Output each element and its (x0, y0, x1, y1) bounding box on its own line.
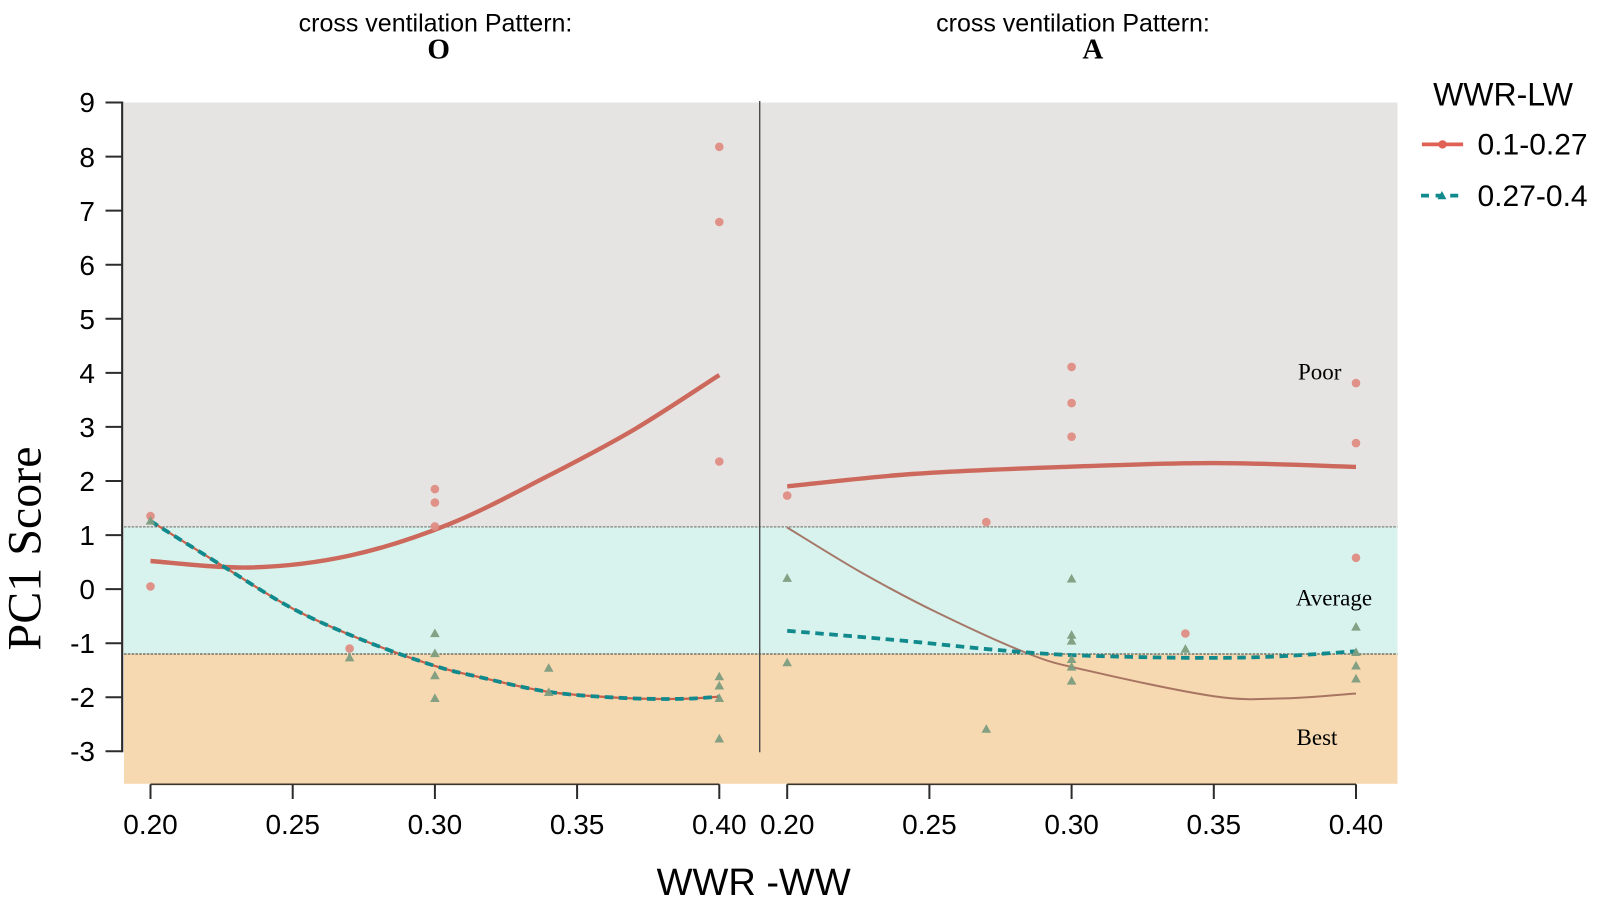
svg-text:0.30: 0.30 (408, 809, 463, 840)
svg-text:0.30: 0.30 (1044, 809, 1099, 840)
svg-text:6: 6 (79, 250, 95, 281)
svg-text:4: 4 (79, 358, 95, 389)
svg-text:PC1 Score: PC1 Score (0, 447, 52, 651)
svg-text:0.25: 0.25 (902, 809, 957, 840)
svg-text:-3: -3 (70, 736, 95, 767)
svg-text:-2: -2 (70, 682, 95, 713)
svg-text:-1: -1 (70, 628, 95, 659)
svg-text:0.27-0.4: 0.27-0.4 (1478, 180, 1588, 213)
svg-text:8: 8 (79, 142, 95, 173)
svg-text:9: 9 (79, 87, 95, 118)
svg-text:0: 0 (79, 574, 95, 605)
svg-text:WWR -WW: WWR -WW (657, 862, 851, 904)
svg-text:O: O (427, 34, 450, 66)
svg-text:0.1-0.27: 0.1-0.27 (1478, 128, 1588, 161)
svg-text:3: 3 (79, 412, 95, 443)
svg-text:1: 1 (79, 520, 95, 551)
svg-text:cross ventilation Pattern:: cross ventilation Pattern: (936, 10, 1210, 38)
svg-text:Average: Average (1296, 586, 1372, 611)
svg-text:WWR-LW: WWR-LW (1433, 76, 1574, 112)
svg-text:0.20: 0.20 (760, 809, 815, 840)
svg-text:0.35: 0.35 (550, 809, 605, 840)
svg-text:Poor: Poor (1298, 359, 1342, 384)
svg-text:0.40: 0.40 (692, 809, 747, 840)
svg-text:2: 2 (79, 466, 95, 497)
svg-text:0.40: 0.40 (1329, 809, 1384, 840)
svg-text:cross ventilation Pattern:: cross ventilation Pattern: (299, 10, 573, 38)
svg-text:0.25: 0.25 (265, 809, 320, 840)
svg-text:0.20: 0.20 (123, 809, 178, 840)
svg-text:Best: Best (1297, 725, 1339, 750)
svg-text:A: A (1082, 34, 1103, 66)
svg-text:0.35: 0.35 (1187, 809, 1242, 840)
svg-text:7: 7 (79, 196, 95, 227)
svg-text:5: 5 (79, 304, 95, 335)
